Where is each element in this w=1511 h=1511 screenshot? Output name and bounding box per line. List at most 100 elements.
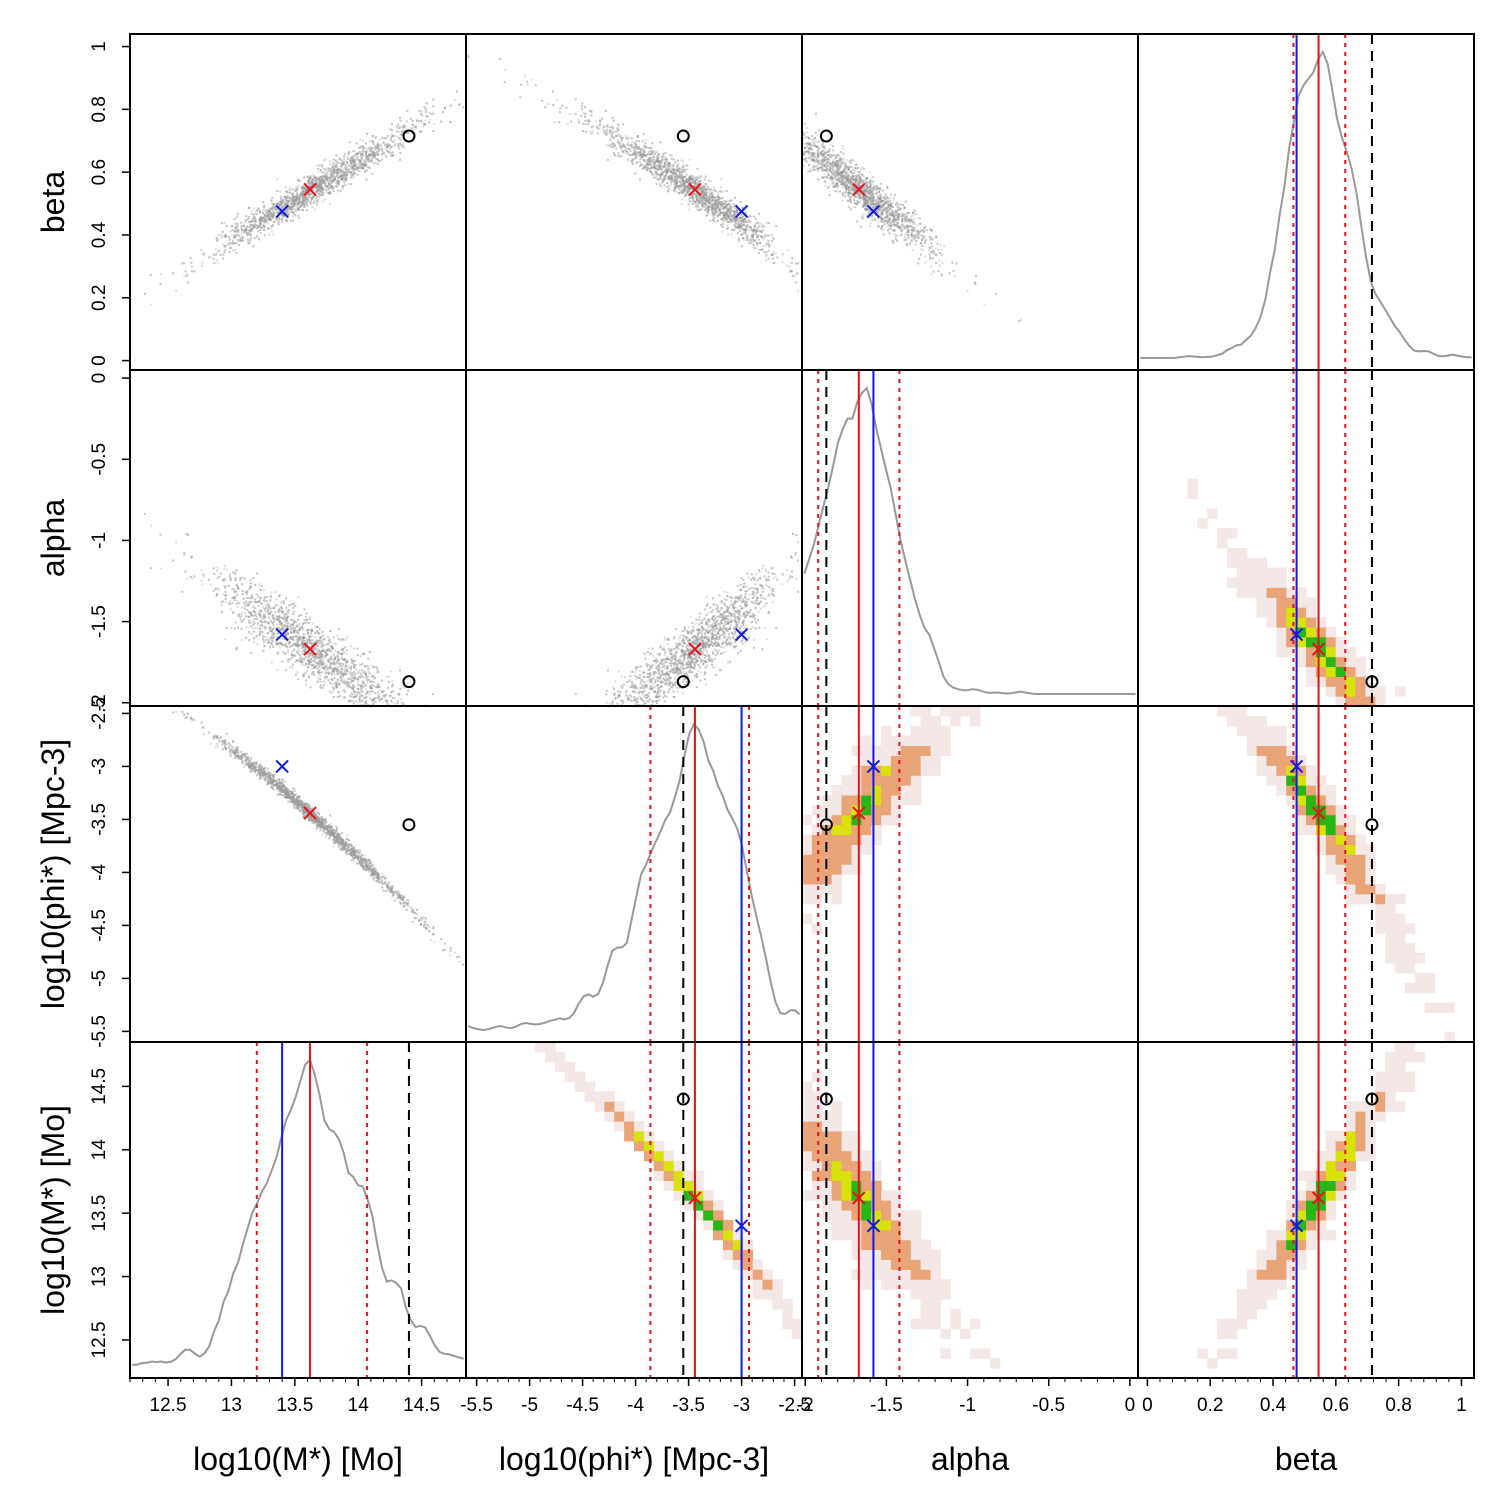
panel-logM-vs-alpha xyxy=(802,1042,1001,1378)
alt-fit-marker xyxy=(275,759,289,774)
panel-frame xyxy=(801,369,1139,707)
x-tick-label: 14.5 xyxy=(403,1395,440,1416)
true-value-marker xyxy=(402,675,416,689)
x-tick-label: 14 xyxy=(348,1395,370,1416)
y-tick-label: 14 xyxy=(89,1139,110,1161)
y-tick-label: -1 xyxy=(89,532,110,549)
y-tick-label: 0 xyxy=(89,373,110,384)
y-tick-label: 0 xyxy=(89,355,110,366)
panel-frame xyxy=(1137,1041,1475,1379)
y-tick-label: 1 xyxy=(89,41,110,52)
y-tick-label: 0.4 xyxy=(89,221,110,248)
panel-logphi-vs-logM xyxy=(172,710,464,966)
true-value-marker xyxy=(819,1092,833,1106)
best-fit-marker xyxy=(852,1191,866,1205)
alt-fit-marker xyxy=(734,204,749,219)
density-heatmap-logM-beta xyxy=(1197,1042,1426,1369)
y-tick-label: 14.5 xyxy=(89,1068,110,1105)
x-tick-label: 13 xyxy=(221,1395,242,1416)
x-tick-label: 0.2 xyxy=(1197,1395,1223,1416)
alt-fit-marker xyxy=(866,759,881,774)
alt-fit-marker xyxy=(275,627,289,642)
x-tick-label: -4 xyxy=(627,1395,644,1416)
best-fit-marker xyxy=(303,182,317,197)
best-fit-marker xyxy=(303,642,317,656)
alt-fit-marker xyxy=(866,204,881,219)
y-tick-label: -4 xyxy=(89,864,110,881)
frame-layer xyxy=(129,33,1475,1379)
sample-cloud-logphi-logM xyxy=(172,710,464,966)
panel-logphi-vs-logphi xyxy=(468,706,801,1042)
alt-fit-marker xyxy=(1289,1219,1304,1233)
x-tick-label: 0.8 xyxy=(1385,1395,1411,1416)
sample-cloud-alpha-logM xyxy=(143,512,435,706)
y-tick-label: -3 xyxy=(89,758,110,775)
sample-cloud-alpha-logphi xyxy=(574,533,800,706)
y-axis-title-logphi: log10(phi*) [Mpc-3] xyxy=(35,739,71,1009)
x-tick-label: 0 xyxy=(1125,1395,1136,1416)
panel-logM-vs-beta xyxy=(1197,1042,1426,1378)
sample-cloud-beta-alpha xyxy=(802,112,1023,323)
y-axis-title-beta: beta xyxy=(35,171,71,233)
x-tick-label: -3 xyxy=(733,1395,750,1416)
x-tick-label: 0.6 xyxy=(1323,1395,1349,1416)
panel-beta-vs-alpha xyxy=(802,112,1023,323)
x-axis-title-beta: beta xyxy=(1275,1441,1337,1477)
x-tick-label: 0.4 xyxy=(1260,1395,1287,1416)
x-axis-title-logM: log10(M*) [Mo] xyxy=(193,1441,403,1477)
x-tick-label: -5.5 xyxy=(460,1395,493,1416)
x-tick-label: -0.5 xyxy=(1032,1395,1065,1416)
panel-logphi-vs-alpha xyxy=(802,706,981,1042)
best-fit-marker xyxy=(688,1191,702,1205)
y-tick-label: -5 xyxy=(89,970,110,987)
y-tick-label: 0.2 xyxy=(89,285,110,311)
panel-beta-vs-beta xyxy=(1140,34,1472,370)
panel-layer xyxy=(132,34,1472,1378)
y-axis-title-logM: log10(M*) [Mo] xyxy=(35,1105,71,1315)
density-heatmap-logphi-beta xyxy=(1217,706,1455,1042)
panel-alpha-vs-logM xyxy=(143,512,435,706)
density-curve-alpha xyxy=(803,386,1136,695)
best-fit-marker xyxy=(688,642,702,656)
panel-frame xyxy=(465,705,803,1043)
density-heatmap-logM-alpha xyxy=(802,1071,1001,1369)
y-tick-label: -2 xyxy=(89,694,110,711)
y-tick-label: 12.5 xyxy=(89,1321,110,1358)
true-value-marker xyxy=(1365,818,1379,832)
x-tick-label: 13.5 xyxy=(276,1395,313,1416)
x-tick-label: 0 xyxy=(1142,1395,1153,1416)
y-tick-label: -4.5 xyxy=(89,909,110,942)
best-fit-marker xyxy=(1311,806,1326,820)
best-fit-marker xyxy=(303,806,317,820)
true-value-marker xyxy=(819,129,833,143)
panel-beta-vs-logphi xyxy=(467,54,800,292)
x-tick-label: -5 xyxy=(521,1395,538,1416)
panel-frame xyxy=(129,369,467,707)
panel-alpha-vs-alpha xyxy=(803,370,1136,706)
best-fit-marker xyxy=(852,806,866,820)
panel-alpha-vs-logphi xyxy=(574,533,800,706)
density-curve-beta xyxy=(1140,49,1472,359)
true-value-marker xyxy=(819,818,833,832)
true-value-marker xyxy=(1365,675,1379,689)
alt-fit-marker xyxy=(734,627,749,642)
sample-cloud-beta-logphi xyxy=(467,54,800,292)
y-tick-label: -3.5 xyxy=(89,803,110,836)
panel-logM-vs-logphi xyxy=(535,1042,802,1378)
y-tick-label: -2.5 xyxy=(89,697,110,730)
x-tick-label: -2 xyxy=(797,1395,814,1416)
panel-frame xyxy=(465,369,803,707)
true-value-marker xyxy=(676,129,690,143)
panel-beta-vs-logM xyxy=(143,90,464,306)
panel-logphi-vs-beta xyxy=(1217,706,1455,1042)
panel-frame xyxy=(801,33,1139,371)
x-tick-label: -1 xyxy=(959,1395,976,1416)
alt-fit-marker xyxy=(734,1219,749,1233)
density-heatmap-alpha-beta xyxy=(1187,478,1406,706)
best-fit-marker xyxy=(852,182,866,197)
true-value-marker xyxy=(676,675,690,689)
true-value-marker xyxy=(402,818,416,832)
y-tick-label: 0.6 xyxy=(89,159,110,185)
panel-frame xyxy=(465,33,803,371)
